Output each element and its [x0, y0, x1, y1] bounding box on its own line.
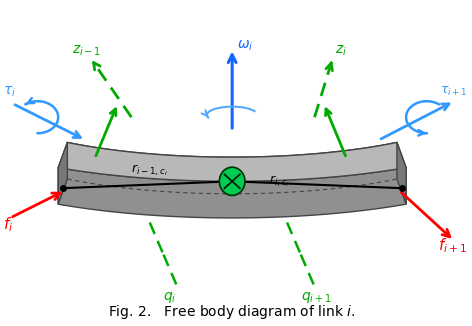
Polygon shape: [397, 142, 406, 204]
Text: $q_{i+1}$: $q_{i+1}$: [301, 290, 331, 305]
Text: $\omega_i$: $\omega_i$: [237, 38, 253, 53]
Ellipse shape: [219, 167, 245, 195]
Text: $r_{i,c_i}$: $r_{i,c_i}$: [269, 174, 289, 189]
Text: $z_{i-1}$: $z_{i-1}$: [72, 43, 101, 57]
Polygon shape: [58, 168, 406, 218]
Text: $r_{i-1,c_i}$: $r_{i-1,c_i}$: [131, 162, 169, 178]
Text: Fig. 2.   Free body diagram of link $i$.: Fig. 2. Free body diagram of link $i$.: [109, 303, 356, 321]
Text: $\tau_{i+1}$: $\tau_{i+1}$: [440, 85, 468, 98]
Text: $f_i$: $f_i$: [3, 215, 14, 234]
Text: $f_{i+1}$: $f_{i+1}$: [438, 236, 467, 255]
Text: $\tau_i$: $\tau_i$: [3, 84, 16, 99]
Polygon shape: [67, 142, 397, 194]
Polygon shape: [58, 142, 406, 181]
Text: $q_i$: $q_i$: [163, 290, 177, 305]
Text: $z_i$: $z_i$: [335, 43, 347, 57]
Polygon shape: [58, 142, 67, 204]
